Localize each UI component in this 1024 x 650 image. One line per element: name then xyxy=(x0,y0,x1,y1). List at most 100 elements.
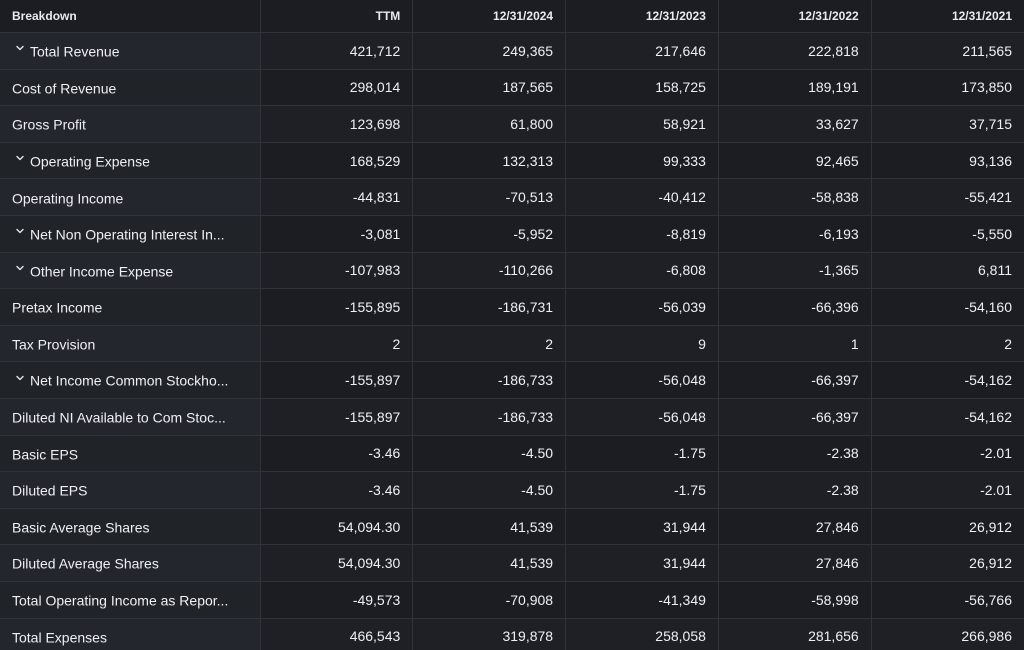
value-cell: -8,819 xyxy=(565,215,719,253)
value-cell: -70,513 xyxy=(412,178,567,216)
value-cell: 31,944 xyxy=(565,544,719,582)
value-cell: -56,048 xyxy=(565,361,719,399)
value-cell: -40,412 xyxy=(565,178,719,216)
value-cell: -58,838 xyxy=(718,178,872,216)
table-row[interactable]: Net Non Operating Interest In... -3,081 -5… xyxy=(0,215,1024,253)
row-label-cell: Gross Profit xyxy=(0,105,261,143)
row-label: Net Non Operating Interest In... xyxy=(30,226,225,243)
value-cell: 58,921 xyxy=(565,105,719,143)
value-cell: -1.75 xyxy=(565,471,719,509)
table-row[interactable]: Net Income Common Stockho... -155,897 -186… xyxy=(0,361,1024,399)
value-cell: 158,725 xyxy=(565,69,719,107)
header-2021[interactable]: 12/31/2021 xyxy=(871,0,1024,33)
value-cell: -56,048 xyxy=(565,398,719,436)
row-label-cell[interactable]: Other Income Expense xyxy=(0,252,261,290)
row-label: Total Expenses xyxy=(12,628,107,645)
row-label-cell[interactable]: Total Revenue xyxy=(0,32,261,70)
row-label-cell[interactable]: Net Non Operating Interest In... xyxy=(0,215,261,253)
chevron-down-icon[interactable] xyxy=(16,154,24,162)
value-cell: 421,712 xyxy=(260,32,414,70)
value-cell: -2.38 xyxy=(718,435,872,473)
header-ttm[interactable]: TTM xyxy=(260,0,414,33)
value-cell: 173,850 xyxy=(871,69,1024,107)
value-cell: 281,656 xyxy=(718,618,872,650)
value-cell: -155,897 xyxy=(260,398,414,436)
value-cell: 211,565 xyxy=(871,32,1024,70)
value-cell: 27,846 xyxy=(718,508,872,546)
value-cell: -2.38 xyxy=(718,471,872,509)
value-cell: 26,912 xyxy=(871,544,1024,582)
value-cell: 61,800 xyxy=(412,105,567,143)
value-cell: 249,365 xyxy=(412,32,567,70)
row-label-cell[interactable]: Net Income Common Stockho... xyxy=(0,361,261,399)
table-row: Diluted NI Available to Com Stoc... -155,… xyxy=(0,398,1024,436)
chevron-down-icon[interactable] xyxy=(16,227,24,235)
value-cell: 41,539 xyxy=(412,544,567,582)
table-row: Total Expenses 466,543 319,878 258,058 281,6… xyxy=(0,618,1024,650)
chevron-down-icon[interactable] xyxy=(16,264,24,272)
value-cell: 168,529 xyxy=(260,142,414,180)
header-breakdown: Breakdown xyxy=(0,0,261,33)
table-row[interactable]: Total Revenue 421,712 249,365 217,646 222,81… xyxy=(0,32,1024,70)
table-row[interactable]: Operating Expense 168,529 132,313 99,333 92,… xyxy=(0,142,1024,180)
row-label: Other Income Expense xyxy=(30,263,174,279)
value-cell: -1.75 xyxy=(565,435,719,473)
value-cell: -6,193 xyxy=(718,215,872,253)
value-cell: -4.50 xyxy=(412,435,567,473)
value-cell: -6,808 xyxy=(565,252,719,290)
row-label: Diluted Average Shares xyxy=(12,555,159,572)
value-cell: -66,397 xyxy=(718,398,872,436)
row-label: Operating Expense xyxy=(30,153,150,170)
value-cell: -56,039 xyxy=(565,288,719,326)
row-label: Tax Provision xyxy=(12,336,96,353)
table-row: Total Operating Income as Repor... -49,57… xyxy=(0,581,1024,619)
row-label: Basic EPS xyxy=(12,445,79,462)
value-cell: -66,396 xyxy=(718,288,872,326)
row-label-cell: Cost of Revenue xyxy=(0,69,261,107)
value-cell: 31,944 xyxy=(565,508,719,546)
header-2024[interactable]: 12/31/2024 xyxy=(412,0,567,33)
value-cell: 99,333 xyxy=(565,142,719,180)
value-cell: 26,912 xyxy=(871,508,1024,546)
value-cell: -5,550 xyxy=(871,215,1024,253)
table-row: Diluted Average Shares 54,094.30 41,539 31,… xyxy=(0,544,1024,582)
value-cell: 123,698 xyxy=(260,105,414,143)
table-row[interactable]: Other Income Expense -107,983 -110,266 -6,8… xyxy=(0,252,1024,290)
row-label: Total Operating Income as Repor... xyxy=(12,592,229,609)
chevron-down-icon[interactable] xyxy=(16,374,24,382)
chevron-down-icon[interactable] xyxy=(16,44,24,52)
header-2022[interactable]: 12/31/2022 xyxy=(718,0,872,33)
table-row: Diluted EPS -3.46 -4.50 -1.75 -2.38 -2.01 xyxy=(0,471,1024,509)
row-label-cell: Pretax Income xyxy=(0,288,261,326)
row-label: Net Income Common Stockho... xyxy=(30,372,229,389)
value-cell: -44,831 xyxy=(260,178,414,216)
row-label: Cost of Revenue xyxy=(12,80,117,97)
row-label-cell: Tax Provision xyxy=(0,325,261,363)
value-cell: 2 xyxy=(871,325,1024,363)
value-cell: 41,539 xyxy=(412,508,567,546)
value-cell: -3.46 xyxy=(260,435,414,473)
table-row: Pretax Income -155,895 -186,731 -56,039 -66,… xyxy=(0,288,1024,326)
value-cell: -4.50 xyxy=(412,471,567,509)
value-cell: 92,465 xyxy=(718,142,872,180)
row-label: Operating Income xyxy=(12,189,124,206)
row-label-cell: Diluted NI Available to Com Stoc... xyxy=(0,398,261,436)
header-2023[interactable]: 12/31/2023 xyxy=(565,0,719,33)
value-cell: -49,573 xyxy=(260,581,414,619)
row-label-cell[interactable]: Operating Expense xyxy=(0,142,261,180)
value-cell: 298,014 xyxy=(260,69,414,107)
value-cell: -155,897 xyxy=(260,361,414,399)
row-label-cell: Diluted EPS xyxy=(0,471,261,509)
value-cell: 2 xyxy=(412,325,567,363)
table-row: Basic Average Shares 54,094.30 41,539 31,94… xyxy=(0,508,1024,546)
value-cell: -2.01 xyxy=(871,471,1024,509)
row-label-cell: Basic EPS xyxy=(0,435,261,473)
value-cell: -54,162 xyxy=(871,361,1024,399)
row-label: Diluted NI Available to Com Stoc... xyxy=(12,409,226,426)
value-cell: -2.01 xyxy=(871,435,1024,473)
value-cell: -186,731 xyxy=(412,288,567,326)
value-cell: 37,715 xyxy=(871,105,1024,143)
row-label-cell: Operating Income xyxy=(0,178,261,216)
value-cell: 2 xyxy=(260,325,414,363)
